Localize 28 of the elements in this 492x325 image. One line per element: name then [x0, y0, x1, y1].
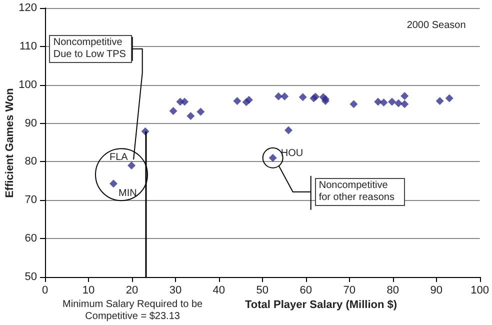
y-tick-label: 120: [18, 2, 37, 14]
x-tick-label: 30: [169, 284, 182, 296]
x-tick-label: 70: [343, 284, 356, 296]
x-tick-label: 80: [386, 284, 399, 296]
x-tick-label: 0: [42, 284, 48, 296]
y-tick-label: 50: [24, 271, 37, 283]
y-axis-title: Efficient Games Won: [4, 88, 16, 198]
y-tick-label: 70: [24, 194, 37, 206]
x-tick-label: 50: [256, 284, 269, 296]
annotation: 2000 Season: [406, 20, 466, 32]
x-tick-label: 20: [126, 284, 138, 296]
x-tick-label: 100: [470, 284, 490, 296]
x-axis-title: Total Player Salary (Million $): [245, 299, 398, 311]
x-tick-label: 40: [212, 284, 226, 296]
y-tick-label: 100: [18, 78, 37, 91]
annotation: Noncompetitive for other reasons: [314, 178, 405, 206]
x-tick-label: 90: [430, 284, 442, 296]
y-tick-label: 80: [24, 156, 37, 168]
annotation: HOU: [280, 148, 304, 160]
ref-line-label: Minimum Salary Required to be Competitive = $23.13: [62, 299, 204, 323]
y-tick-label: 110: [19, 40, 37, 52]
annotation: MIN: [118, 188, 137, 200]
y-tick-label: 90: [24, 117, 37, 130]
x-tick-label: 60: [300, 284, 312, 296]
annotation: Noncompetitive Due to Low TPS: [49, 34, 132, 63]
annotation: FLA: [110, 152, 128, 164]
y-tick-label: 60: [24, 232, 37, 245]
x-tick-label: 10: [82, 284, 95, 296]
